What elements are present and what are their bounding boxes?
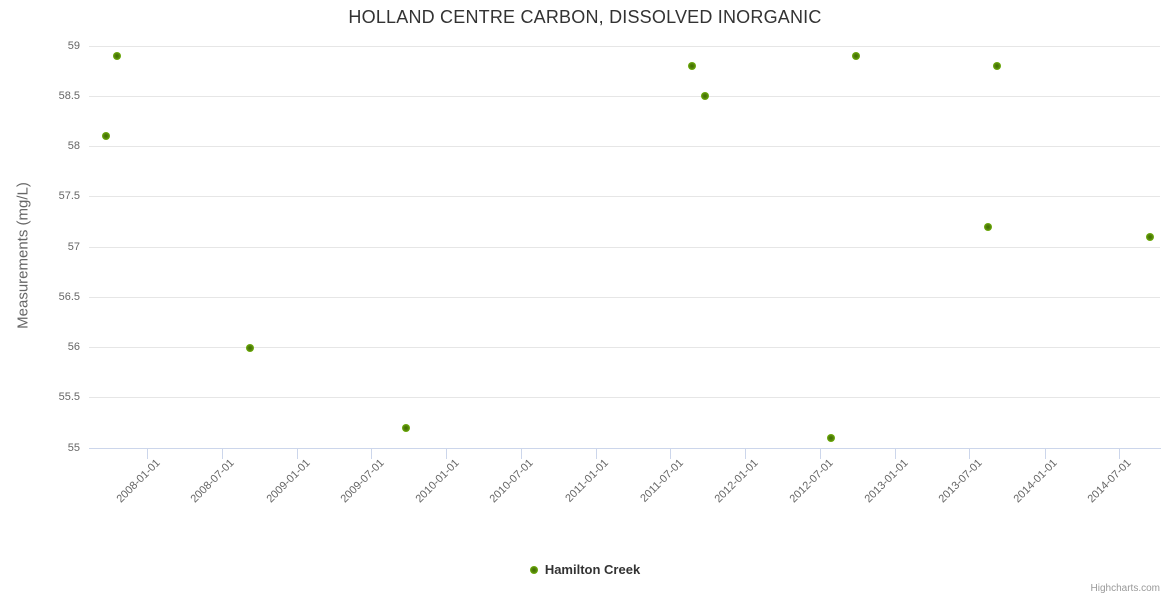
y-gridline	[89, 347, 1160, 348]
x-axis-tick-label: 2010-07-01	[487, 457, 537, 506]
y-gridline	[89, 196, 1160, 198]
data-point[interactable]	[984, 222, 993, 231]
x-axis-tick	[820, 449, 821, 459]
y-gridline	[89, 397, 1160, 399]
y-axis-tick-label: 58	[67, 140, 80, 152]
x-axis-tick	[147, 449, 148, 459]
y-gridline	[89, 95, 1160, 97]
data-point[interactable]	[852, 52, 861, 61]
data-point[interactable]	[688, 62, 697, 71]
x-axis-tick	[1045, 449, 1046, 459]
data-point[interactable]	[101, 132, 110, 141]
x-axis-tick-label: 2014-01-01	[1011, 457, 1061, 506]
x-axis-tick	[670, 449, 671, 459]
data-point[interactable]	[401, 423, 410, 432]
x-axis-tick	[371, 449, 372, 459]
y-axis-tick-label: 57.5	[58, 190, 80, 203]
x-axis-tick	[222, 449, 223, 459]
y-axis-tick-label: 59	[67, 39, 80, 52]
x-axis-tick	[297, 449, 298, 459]
x-axis-tick-label: 2009-01-01	[264, 457, 313, 506]
data-point[interactable]	[246, 343, 255, 352]
x-axis-tick-label: 2011-01-01	[563, 457, 612, 505]
y-gridline	[89, 45, 1160, 47]
x-axis-tick-label: 2008-01-01	[114, 457, 163, 506]
y-axis-tick-label: 55.5	[58, 391, 80, 404]
x-axis-tick	[895, 449, 896, 459]
y-axis-tick-label: 55	[67, 441, 80, 454]
x-axis-tick-label: 2008-07-01	[188, 457, 238, 506]
data-point[interactable]	[1145, 232, 1154, 241]
y-gridline	[89, 296, 1160, 298]
x-axis-tick-label: 2013-07-01	[936, 457, 985, 506]
y-axis-tick-label: 58.5	[58, 89, 80, 102]
x-axis-tick-label: 2010-01-01	[413, 457, 462, 506]
x-axis-tick-label: 2012-01-01	[712, 457, 761, 506]
y-axis-tick-label: 57	[67, 240, 80, 253]
x-axis-tick	[1119, 449, 1120, 459]
x-axis-tick	[969, 449, 970, 459]
y-axis-tick-label: 56	[67, 341, 80, 353]
y-gridline	[89, 246, 1160, 248]
chart-title: HOLLAND CENTRE CARBON, DISSOLVED INORGAN…	[348, 7, 822, 27]
y-gridline	[89, 146, 1160, 147]
x-axis-tick-label: 2013-01-01	[862, 457, 911, 506]
x-axis-tick	[521, 449, 522, 459]
data-point[interactable]	[700, 92, 709, 101]
legend-item-hamilton-creek[interactable]: Hamilton Creek	[0, 562, 1170, 577]
x-axis-tick-label: 2011-07-01	[637, 457, 686, 505]
x-axis-line	[89, 448, 1161, 449]
legend-marker-icon	[529, 565, 538, 574]
x-axis-tick	[745, 449, 746, 459]
x-axis-tick-label: 2009-07-01	[338, 457, 387, 506]
x-axis-tick	[446, 449, 447, 459]
legend-series-label: Hamilton Creek	[544, 562, 641, 577]
highcharts-credit-link[interactable]: Highcharts.com	[1090, 583, 1160, 594]
data-point[interactable]	[113, 52, 122, 61]
x-axis-tick-label: 2014-07-01	[1085, 457, 1135, 506]
data-point[interactable]	[993, 62, 1002, 71]
data-point[interactable]	[827, 433, 836, 442]
y-axis-tick-label: 56.5	[58, 290, 80, 303]
x-axis-tick	[596, 449, 597, 459]
x-axis-tick-label: 2012-07-01	[787, 457, 836, 506]
